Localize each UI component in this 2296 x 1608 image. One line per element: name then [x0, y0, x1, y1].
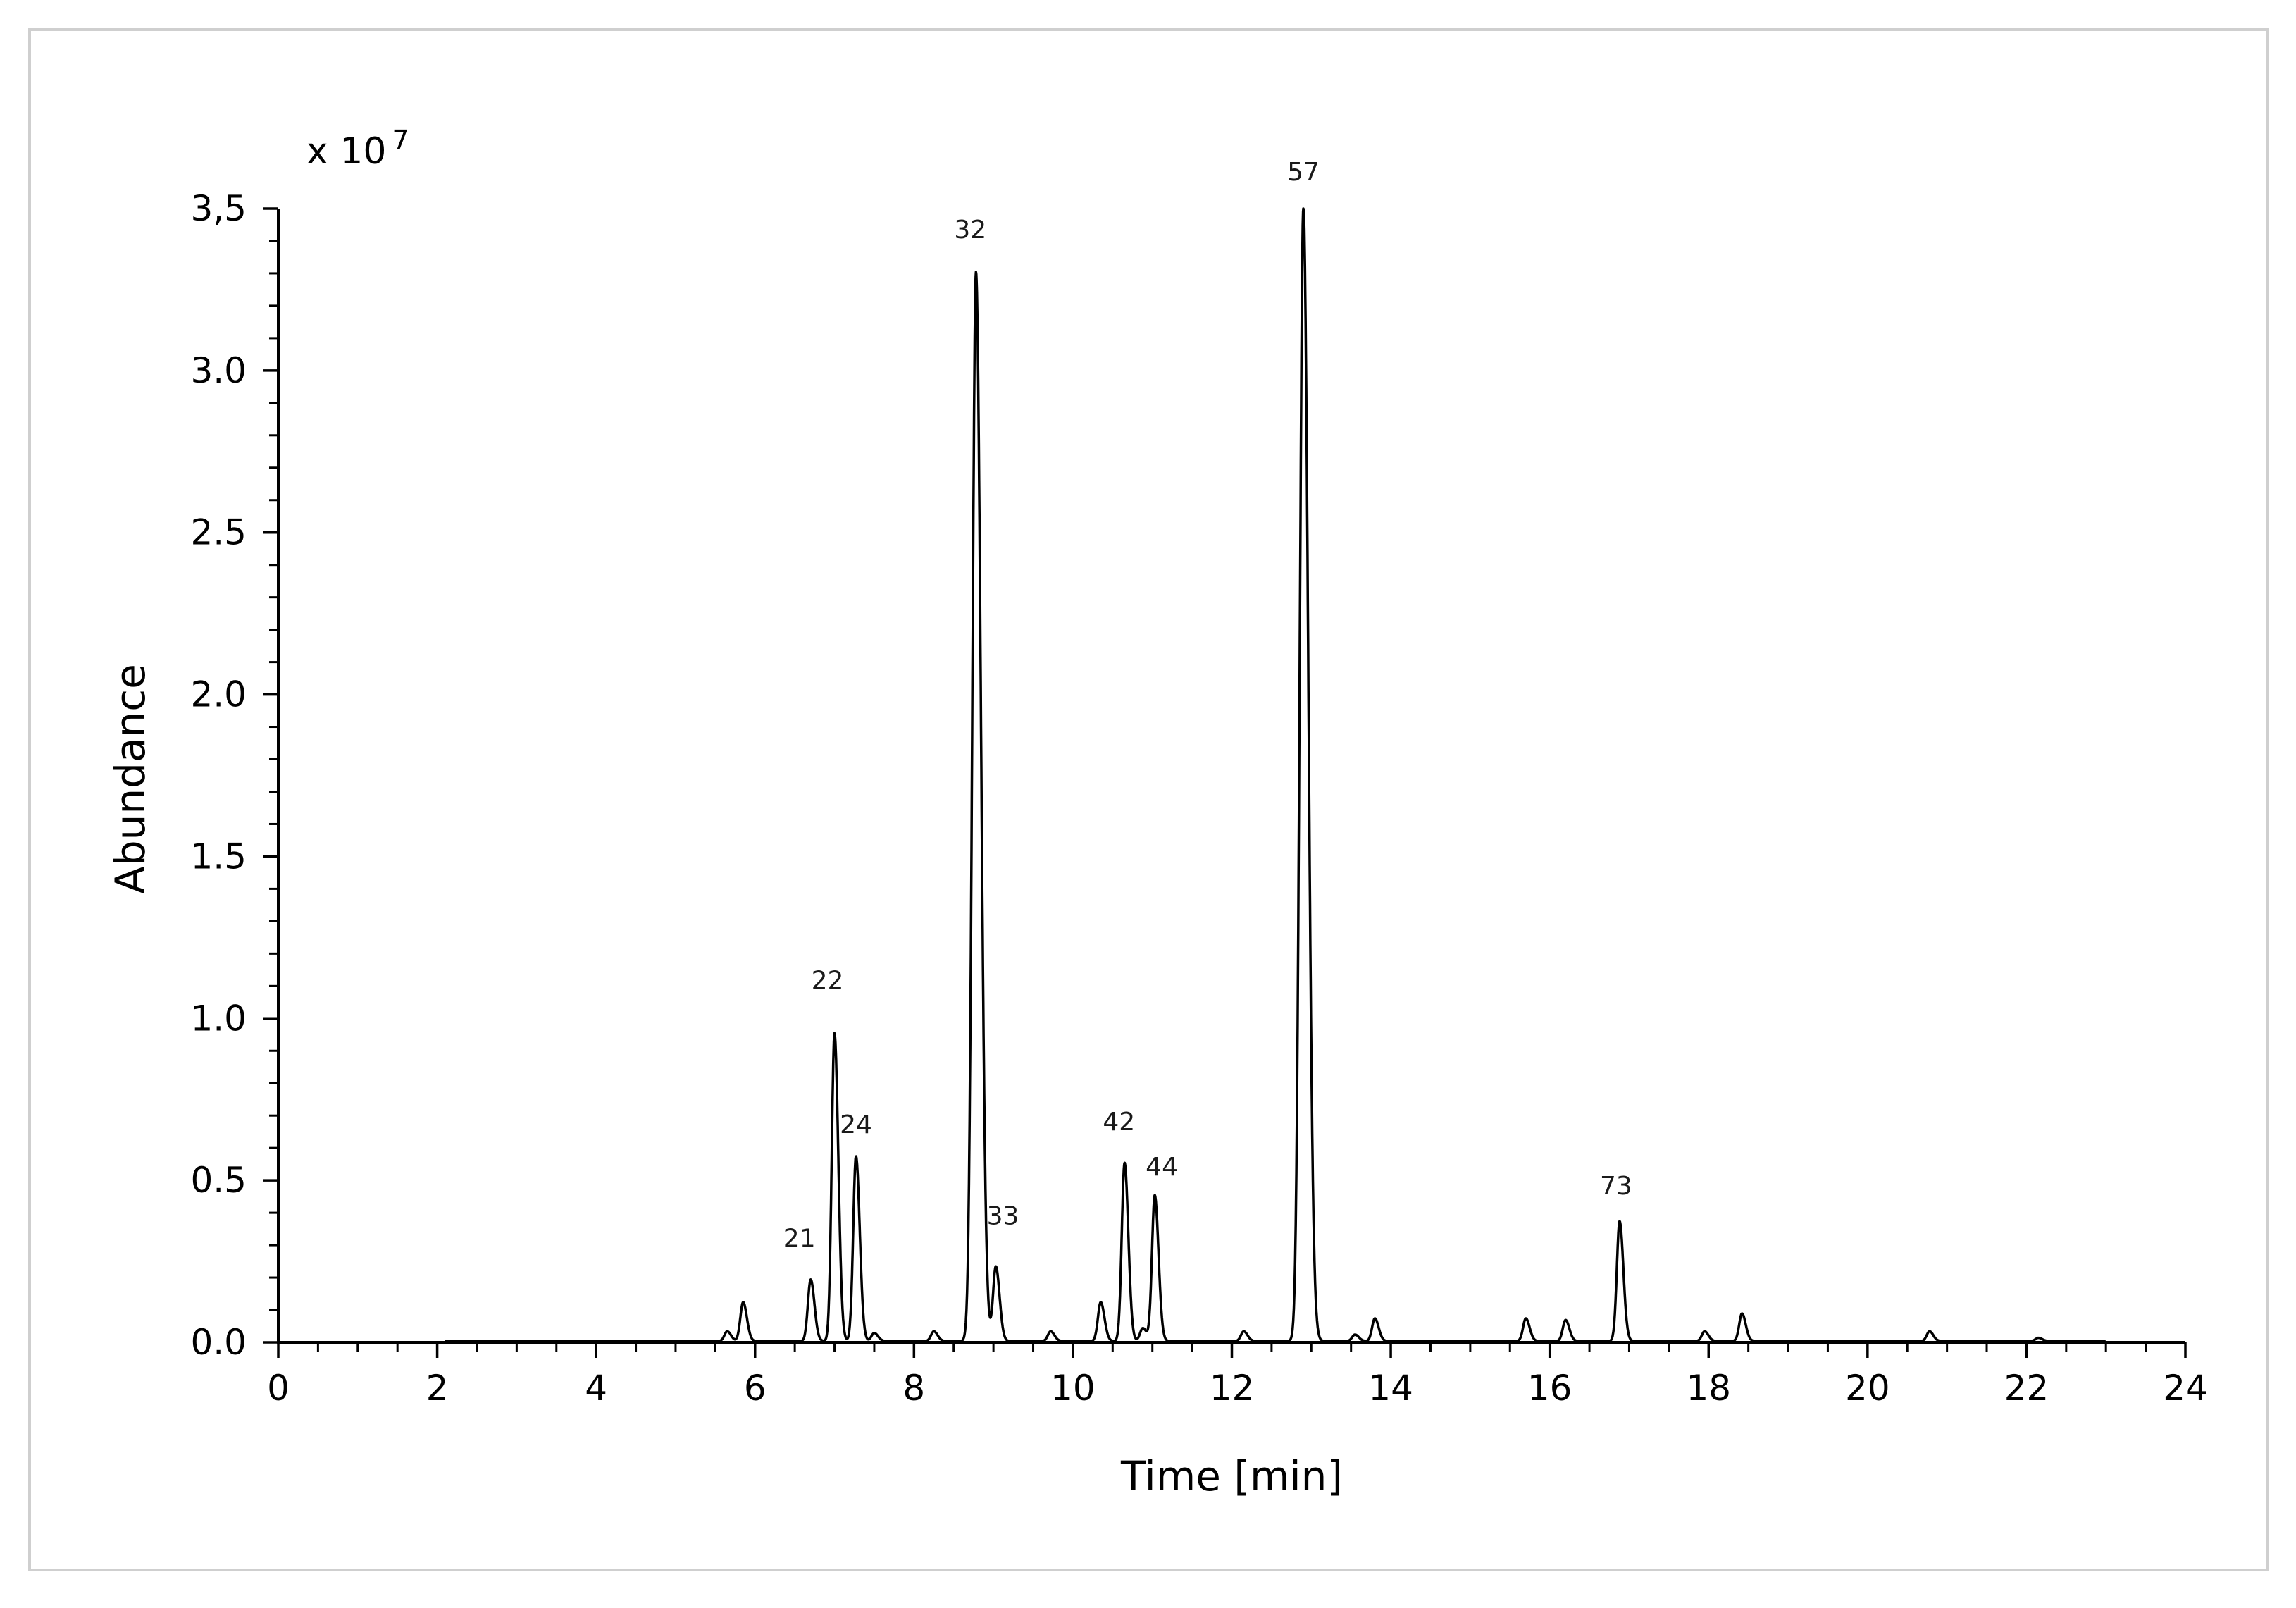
peak-label: 44	[1146, 1153, 1178, 1182]
y-tick-label: 2.0	[190, 674, 247, 715]
x-tick-label: 20	[1845, 1368, 1890, 1409]
x-tick-label: 14	[1368, 1368, 1413, 1409]
x-tick-label: 24	[2163, 1368, 2208, 1409]
peak-label: 22	[812, 966, 844, 995]
x-tick-label: 6	[744, 1368, 767, 1409]
tick-labels: 0 2 4 6 8 10 12 14 16 18 20 22 240.00.51.01.52.02.53…	[190, 188, 2207, 1409]
x-tick-label: 2	[426, 1368, 449, 1409]
x-tick-label: 16	[1527, 1368, 1572, 1409]
peak-label: 32	[954, 216, 986, 245]
ticks	[263, 207, 2187, 1358]
x-tick-label: 18	[1686, 1368, 1731, 1409]
y-axis-title: Abundance	[106, 664, 154, 894]
peak-label: 42	[1103, 1108, 1135, 1137]
peak-label: 57	[1287, 158, 1320, 187]
peak-label: 21	[783, 1225, 816, 1254]
x-axis-title: Time [min]	[1120, 1452, 1343, 1500]
y-tick-label: 1.5	[190, 836, 247, 877]
y-tick-label: 3.0	[190, 350, 247, 391]
peak-label: 73	[1600, 1172, 1632, 1201]
x-tick-label: 0	[267, 1368, 290, 1409]
y-tick-label: 2.5	[190, 512, 247, 553]
y-tick-label: 0.0	[190, 1322, 247, 1363]
peak-label: 24	[840, 1111, 872, 1139]
y-tick-label: 1.0	[190, 998, 247, 1039]
y-multiplier-exponent: 7	[392, 125, 409, 156]
peak-label: 33	[987, 1201, 1019, 1230]
y-multiplier-base: x 10	[306, 130, 386, 173]
x-tick-label: 4	[585, 1368, 607, 1409]
y-tick-label: 0.5	[190, 1160, 247, 1201]
peak-labels: 21 22 24 32 33 42 44 57 73	[783, 158, 1632, 1254]
y-tick-label: 3,5	[190, 188, 247, 229]
x-tick-label: 12	[1210, 1368, 1255, 1409]
x-tick-label: 22	[2004, 1368, 2049, 1409]
x-tick-label: 8	[902, 1368, 925, 1409]
axes	[277, 209, 2185, 1344]
chromatogram-trace	[444, 207, 2107, 1342]
x-tick-label: 10	[1050, 1368, 1096, 1409]
y-multiplier: x 10 7	[306, 125, 409, 173]
